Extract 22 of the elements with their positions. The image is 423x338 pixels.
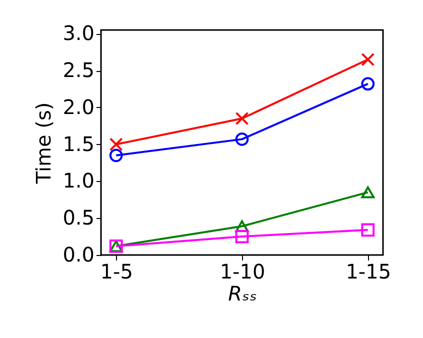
y-tick-label: 0.0 bbox=[62, 242, 94, 266]
point bbox=[361, 77, 375, 91]
y-axis-title: Time (s) bbox=[32, 102, 56, 185]
point bbox=[109, 148, 123, 162]
point bbox=[361, 186, 375, 198]
point bbox=[235, 112, 249, 126]
x-tick-label: 1-15 bbox=[346, 260, 392, 284]
y-tick-label: 1.0 bbox=[62, 168, 94, 193]
point bbox=[109, 138, 123, 152]
point bbox=[361, 52, 375, 66]
y-tick-label: 2.0 bbox=[62, 94, 94, 119]
y-tick-label: 2.5 bbox=[62, 58, 94, 82]
point bbox=[361, 223, 375, 237]
point bbox=[235, 132, 249, 146]
y-tick-label: 1.5 bbox=[62, 132, 94, 156]
point bbox=[235, 230, 249, 244]
y-tick-label: 0.5 bbox=[62, 206, 94, 230]
y-tick-label: 3.0 bbox=[62, 21, 94, 46]
x-axis-title: Rₛₛ bbox=[228, 282, 257, 306]
x-tick-label: 1-5 bbox=[100, 260, 133, 284]
x-tick-label: 1-10 bbox=[220, 260, 266, 284]
point bbox=[235, 220, 249, 232]
